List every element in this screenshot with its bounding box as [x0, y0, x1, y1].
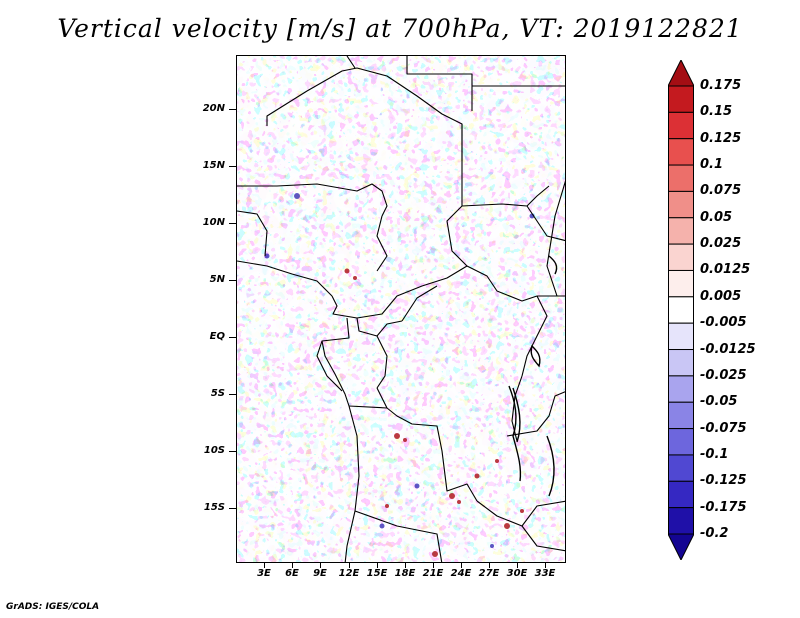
lat-tick — [229, 508, 236, 509]
colorbar-level-label: 0.05 — [700, 209, 733, 225]
updraft-cores — [344, 268, 524, 557]
lon-label-21e: 21E — [422, 568, 444, 579]
downdraft-cores — [264, 193, 535, 548]
lon-tick — [405, 563, 406, 568]
colorbar-segment — [668, 454, 694, 482]
lon-tick — [545, 563, 546, 568]
colorbar-segment — [668, 138, 694, 166]
lon-label-27e: 27E — [478, 568, 500, 579]
lon-label-18e: 18E — [394, 568, 416, 579]
lat-tick — [229, 280, 236, 281]
lon-label-15e: 15E — [366, 568, 388, 579]
colorbar-level-label: -0.05 — [700, 394, 738, 410]
colorbar-bottom-arrow — [668, 533, 694, 560]
colorbar-segment — [668, 269, 694, 298]
lon-tick — [292, 563, 293, 568]
colorbar-level-label: 0.0125 — [700, 262, 751, 278]
colorbar-level-label: -0.075 — [700, 420, 747, 436]
lon-tick — [517, 563, 518, 568]
lake-outlines — [508, 255, 558, 497]
lat-label-15n: 15N — [202, 160, 225, 171]
colorbar — [668, 60, 694, 560]
colorbar-level-label: -0.1 — [700, 446, 729, 462]
lon-label-30e: 30E — [506, 568, 528, 579]
colorbar-segment — [668, 111, 694, 140]
colorbar-level-label: -0.125 — [700, 473, 747, 489]
colorbar-segment — [668, 349, 694, 377]
lon-tick — [264, 563, 265, 568]
colorbar-segment — [668, 164, 694, 192]
lon-tick — [489, 563, 490, 568]
colorbar-segment — [668, 217, 694, 245]
colorbar-segment — [668, 507, 694, 535]
lon-label-9e: 9E — [313, 568, 327, 579]
lat-tick — [229, 451, 236, 452]
lon-label-3e: 3E — [257, 568, 271, 579]
lat-label-15s: 15S — [203, 502, 225, 513]
colorbar-level-label: 0.15 — [700, 104, 733, 120]
colorbar-level-label: -0.0125 — [700, 341, 756, 357]
lat-tick — [229, 223, 236, 224]
colorbar-segment — [668, 322, 694, 351]
colorbar-level-label: -0.005 — [700, 315, 747, 331]
country-borders — [237, 56, 565, 562]
colorbar-level-label: -0.2 — [700, 526, 729, 541]
lon-tick — [349, 563, 350, 568]
lon-label-24e: 24E — [450, 568, 472, 579]
colorbar-level-label: 0.1 — [700, 157, 724, 173]
lat-label-10s: 10S — [203, 445, 225, 456]
lon-label-33e: 33E — [534, 568, 556, 579]
colorbar-segment — [668, 85, 694, 113]
colorbar-segment — [668, 243, 694, 271]
colorbar-segment — [668, 480, 694, 509]
lat-label-5s: 5S — [210, 388, 225, 399]
lat-tick — [229, 109, 236, 110]
colorbar-segment — [668, 375, 694, 403]
lat-label-10n: 10N — [202, 217, 225, 228]
map-title: Vertical velocity [m/s] at 700hPa, VT: 2… — [57, 14, 743, 43]
colorbar-level-label: 0.075 — [700, 183, 742, 199]
lon-label-12e: 12E — [338, 568, 360, 579]
colorbar-level-label: -0.175 — [700, 499, 747, 515]
lon-tick — [433, 563, 434, 568]
colorbar-level-label: -0.025 — [700, 367, 747, 383]
colorbar-level-label: 0.025 — [700, 236, 742, 252]
colorbar-level-label: 0.125 — [700, 130, 742, 146]
lon-tick — [320, 563, 321, 568]
colorbar-level-label: 0.175 — [700, 78, 742, 93]
colorbar-segment — [668, 401, 694, 430]
colorbar-segment — [668, 296, 694, 324]
colorbar-segment — [668, 190, 694, 219]
lon-tick — [377, 563, 378, 568]
lat-tick — [229, 166, 236, 167]
colorbar-segment — [668, 428, 694, 456]
colorbar-level-label: 0.005 — [700, 288, 742, 304]
lat-tick — [229, 394, 236, 395]
grads-credit: GrADS: IGES/COLA — [6, 602, 100, 612]
lon-tick — [461, 563, 462, 568]
lat-label-5n: 5N — [209, 274, 225, 285]
lon-label-6e: 6E — [285, 568, 299, 579]
velocity-map — [236, 55, 566, 563]
velocity-field-fine — [237, 56, 565, 562]
lat-label-20n: 20N — [202, 103, 225, 114]
lat-tick — [229, 337, 236, 338]
colorbar-top-arrow — [668, 60, 694, 87]
lat-label-eq: EQ — [209, 331, 225, 342]
